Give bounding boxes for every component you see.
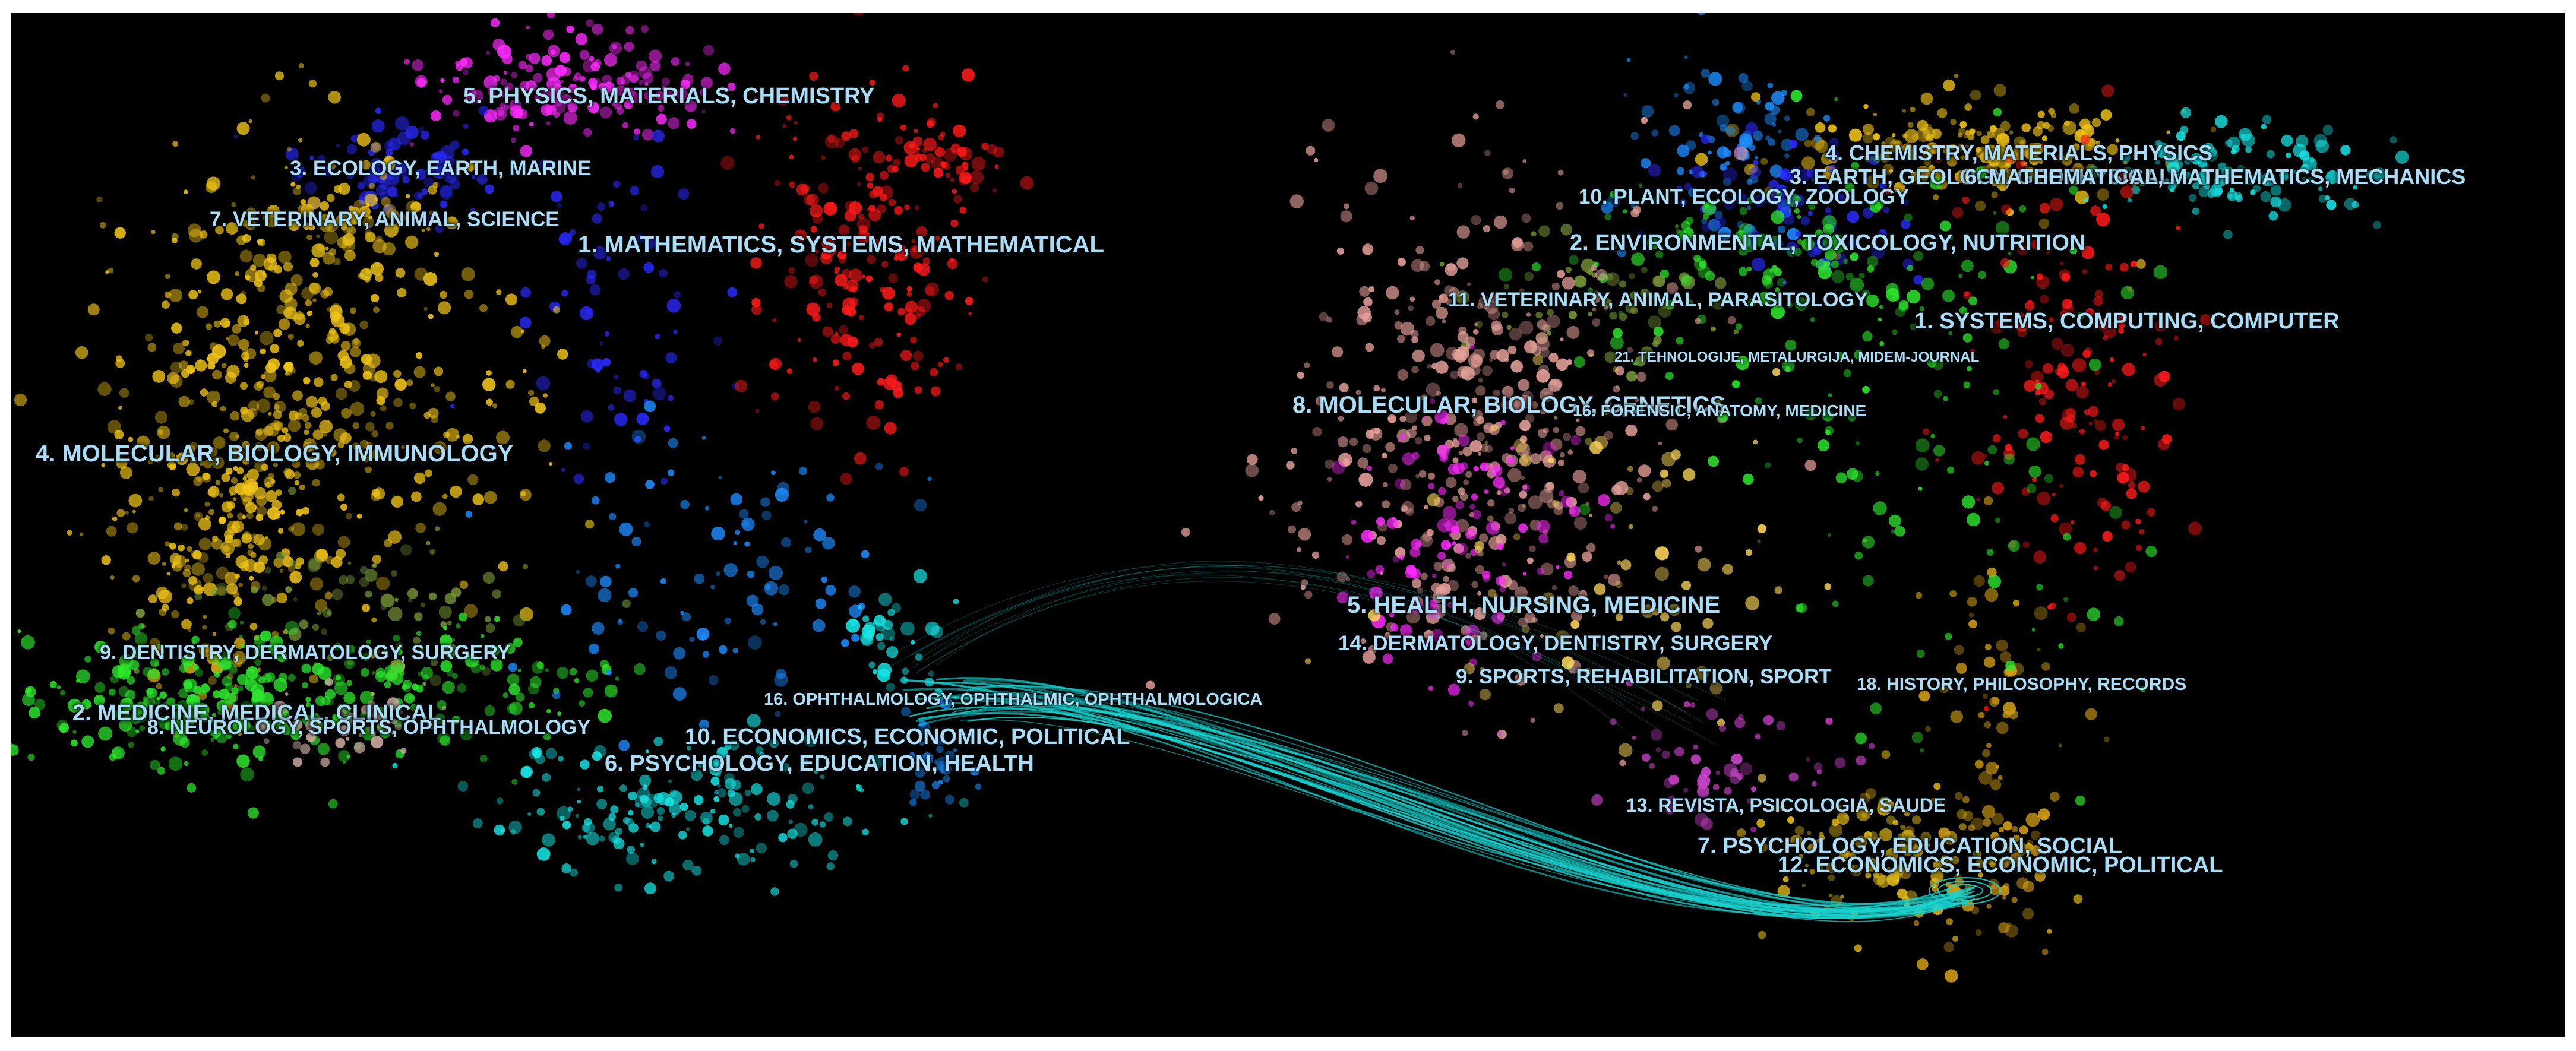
cluster-label-right-mathematical: 6. MATHEMATICAL, MATHEMATICS, MECHANICS [1965,164,2466,189]
cluster-label-right-earth: 3. EARTH, GEOLOGY, GEOPHYSICAL [1790,164,2173,189]
left-blob [846,569,959,702]
citation-link [890,565,1725,701]
citation-link [958,689,1968,911]
right-blob [1573,90,2168,806]
citation-link [936,570,1645,713]
citation-link [892,564,1626,706]
cluster-label-right-molecular: 8. MOLECULAR, BIOLOGY, GENETICS [1292,392,1725,418]
right-blob [1695,74,2217,269]
cluster-label-left-economics: 10. ECONOMICS, ECONOMIC, POLITICAL [685,724,1130,749]
citation-links [890,561,1976,922]
right-blob [1906,761,2060,983]
citation-link [911,566,1623,729]
citation-link [918,581,1692,724]
dual-map-overlay: 5. PHYSICS, MATERIALS, CHEMISTRY 3. ECOL… [11,13,2565,1037]
citation-link [912,571,1698,701]
cluster-label-right-psychology: 7. PSYCHOLOGY, EDUCATION, SOCIAL [1698,834,2123,859]
dual-map-canvas [11,13,2409,983]
citation-link [916,577,1658,729]
citation-link [944,694,1970,910]
cluster-label-right-chemistry: 4. CHEMISTRY, MATERIALS, PHYSICS [1825,141,2213,165]
cluster-label-left-ecology: 3. ECOLOGY, EARTH, MARINE [290,157,592,180]
left-blob [14,62,448,736]
citation-hotspot [1929,877,2001,904]
cluster-label-left-neurology: 8. NEUROLOGY, SPORTS, OPHTHALMOLOGY [147,716,591,739]
cluster-label-left-molecular: 4. MOLECULAR, BIOLOGY, IMMUNOLOGY [36,441,514,467]
cluster-label-right-tehnologije: 21. TEHNOLOGIJE, METALURGIJA, MIDEM-JOUR… [1614,349,1980,365]
right-blob [1885,84,2212,712]
cluster-label-left-physics: 5. PHYSICS, MATERIALS, CHEMISTRY [463,84,875,109]
cluster-label-right-plant: 10. PLANT, ECOLOGY, ZOOLOGY [1579,185,1910,208]
cluster-label-right-history: 18. HISTORY, PHILOSOPHY, RECORDS [1857,675,2187,694]
left-blob [260,612,646,785]
left-citing-map-points [11,13,1034,896]
cluster-label-left-dentistry: 9. DENTISTRY, DERMATOLOGY, SURGERY [100,641,511,664]
right-blob [1499,153,2078,351]
cluster-label-right-veterinary: 11. VETERINARY, ANIMAL, PARASITOLOGY [1448,289,1868,311]
left-blob [254,678,447,767]
cluster-label-left-psychology: 6. PSYCHOLOGY, EDUCATION, HEALTH [605,751,1034,776]
right-blob [1913,496,2110,926]
citation-link [911,565,1703,723]
cluster-label-right-revista: 13. REVISTA, PSICOLOGIA, SAUDE [1626,794,1946,816]
cluster-label-right-health: 5. HEALTH, NURSING, MEDICINE [1347,592,1721,618]
citation-link [909,706,1951,919]
right-cited-map-points [1146,13,2409,983]
cluster-label-left-veterinary: 7. VETERINARY, ANIMAL, SCIENCE [210,208,560,231]
cluster-label-right-environmental: 2. ENVIRONMENTAL, TOXICOLOGY, NUTRITION [1570,230,2086,255]
citation-link [933,561,1686,713]
right-blob [1332,344,1616,707]
cluster-label-right-systems: 1. SYSTEMS, COMPUTING, COMPUTER [1914,309,2340,334]
citation-link [966,685,1972,913]
right-blob [1497,679,1875,833]
left-blob [79,348,362,738]
left-blob [858,103,1034,194]
cluster-label-right-sports: 9. SPORTS, REHABILITATION, SPORT [1456,665,1832,688]
left-blob [720,13,988,485]
citation-link [926,699,1976,906]
cluster-label-right-forensic: 16. FORENSIC, ANATOMY, MEDICINE [1573,401,1867,420]
citation-link [962,698,1951,907]
cluster-label-right-economics: 12. ECONOMICS, ECONOMIC, POLITICAL [1778,853,2223,878]
right-blob [1601,13,1831,258]
cluster-label-left-medicine: 2. MEDICINE, MEDICAL, CLINICAL [72,701,441,726]
cluster-label-left-ophthalmology: 16. OPHTHALMOLOGY, OPHTHALMIC, OPHTHALMO… [764,690,1263,709]
right-blob [1304,354,1867,783]
cluster-label-right-dermatology: 14. DERMATOLOGY, DENTISTRY, SURGERY [1338,632,1773,655]
left-blob [196,132,595,697]
hotspot-ring [1929,877,2001,904]
cluster-label-left-mathematics: 1. MATHEMATICS, SYSTEMS, MATHEMATICAL [578,232,1104,258]
left-blob [11,607,460,819]
left-blob [404,13,736,157]
left-blob [901,696,982,806]
left-blob [392,714,969,896]
citation-link [911,574,1716,745]
left-blob [465,400,932,751]
hotspot-ring [1937,881,1992,901]
citation-link [930,682,1976,917]
hotspot-ring [1946,884,1983,897]
left-blob [450,105,739,485]
